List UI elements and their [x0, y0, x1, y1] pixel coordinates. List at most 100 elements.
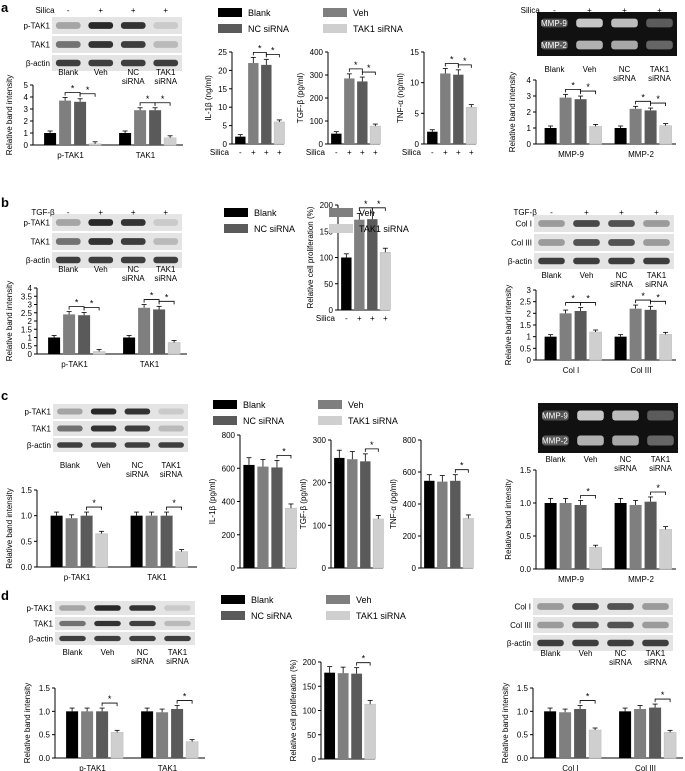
blot-band — [124, 425, 151, 432]
y-tick-label: 15 — [410, 48, 419, 57]
y-tick-label: 2 — [527, 309, 532, 318]
x-category-label: Col III — [631, 366, 652, 375]
blot-band — [572, 639, 599, 647]
blot-band — [164, 635, 191, 642]
bar — [614, 128, 627, 144]
band-label: TAK1 — [31, 41, 51, 50]
y-tick-label: 0.5 — [21, 537, 33, 546]
chart-c3: 0 100 200 300 TGF-β (pg/ml) * — [299, 436, 384, 573]
sig-star: * — [86, 85, 90, 95]
x-row-sign: + — [264, 148, 269, 157]
y-tick-label: 1 — [28, 334, 33, 343]
y-tick-label: 100 — [313, 521, 327, 530]
chart-b3: 0 0.5 1 1.5 2 2.5 3 Relative band intensity Col … — [504, 285, 676, 375]
y-tick-label: 1.5 — [520, 321, 532, 330]
sig-bracket — [580, 90, 596, 95]
legend: Blank Veh NC siRNA TAK1 siRNA — [213, 400, 398, 426]
blot-band — [538, 220, 565, 227]
x-category-label: MMP-9 — [558, 575, 584, 584]
lane-label-line: Blank — [544, 65, 565, 74]
y-axis-label: TNF-α (pg/ml) — [389, 479, 398, 529]
sig-star: * — [183, 692, 187, 702]
y-tick-label: 0 — [312, 755, 317, 764]
lane-label-line: Blank — [545, 455, 566, 464]
bar — [156, 712, 169, 758]
sig-star: * — [586, 486, 590, 496]
blot-strip — [55, 617, 195, 630]
sig-bracket — [79, 93, 96, 97]
bar — [167, 342, 181, 355]
legend-label: Veh — [356, 595, 372, 605]
sig-bracket — [650, 102, 666, 107]
bar — [357, 81, 368, 144]
blot-band — [94, 635, 121, 642]
bar — [74, 101, 87, 145]
y-tick-label: 1.0 — [520, 499, 532, 508]
lane-label-line: siRNA — [645, 280, 668, 289]
x-row-sign: - — [239, 148, 242, 157]
sig-star: * — [450, 55, 454, 65]
y-axis-label: TGF-β (pg/ml) — [296, 72, 305, 123]
blot-band — [646, 18, 673, 28]
sig-bracket — [654, 698, 671, 703]
lane-label: Veh — [101, 648, 115, 657]
band-label: TAK1 — [31, 238, 51, 247]
blot-band — [643, 220, 670, 227]
band-label: p-TAK1 — [23, 219, 50, 228]
x-row-sign: + — [373, 148, 378, 157]
legend-label: NC siRNA — [248, 24, 289, 34]
lane-label: Veh — [583, 65, 597, 74]
y-tick-label: 0 — [415, 140, 420, 149]
legend: Blank Veh NC siRNA TAK1 siRNA — [224, 208, 409, 234]
blot-strip — [52, 55, 182, 71]
lane-label: Blank — [540, 649, 561, 658]
bar — [59, 100, 72, 145]
chart-c2: 0 200 400 600 800 IL-1β (pg/ml) * — [208, 431, 297, 573]
bar — [559, 503, 572, 569]
blot-band — [59, 605, 86, 611]
sig-star: * — [641, 92, 645, 102]
bar — [285, 507, 297, 569]
chart-a1: 0 1 2 3 4 5 Relative band intensity p-TAK1 TAK1 *… — [5, 75, 183, 160]
bar — [88, 143, 102, 146]
blot-band — [59, 620, 86, 627]
sig-bracket — [580, 302, 596, 306]
chart-d1: 0.0 0.5 1.0 1.5 Relative band intensity p-TAK… — [23, 683, 205, 771]
treatment-sign: + — [131, 6, 136, 15]
y-tick-label: 0.5 — [21, 342, 33, 351]
blot-band — [608, 220, 635, 227]
panel-letter: b — [1, 195, 9, 210]
y-tick-label: 1 — [527, 124, 532, 133]
bar — [544, 711, 557, 758]
sig-star: * — [354, 60, 358, 70]
sig-bracket — [276, 454, 292, 459]
bar — [588, 729, 602, 759]
sig-star: * — [586, 692, 590, 702]
treatment-sign: - — [550, 208, 553, 217]
blot-band — [129, 635, 156, 642]
x-category-label: p-TAK1 — [57, 151, 84, 160]
blot-band — [611, 18, 638, 28]
bar — [644, 309, 657, 360]
y-tick-label: 3 — [24, 105, 29, 114]
y-tick-label: 200 — [320, 201, 334, 210]
bar — [257, 466, 269, 568]
sig-bracket — [348, 68, 363, 72]
blot-band — [88, 238, 114, 245]
blot-band — [642, 621, 669, 629]
blot-band — [90, 408, 117, 415]
bar — [145, 515, 158, 567]
y-tick-label: 10 — [410, 79, 419, 88]
legend-label: TAK1 siRNA — [353, 24, 403, 34]
sig-star: * — [586, 82, 590, 92]
bar — [544, 128, 557, 144]
blot-band — [129, 620, 156, 627]
bar — [66, 711, 79, 758]
y-tick-label: 200 — [303, 658, 317, 667]
sig-bracket — [166, 506, 182, 511]
blot-strip — [538, 403, 678, 428]
